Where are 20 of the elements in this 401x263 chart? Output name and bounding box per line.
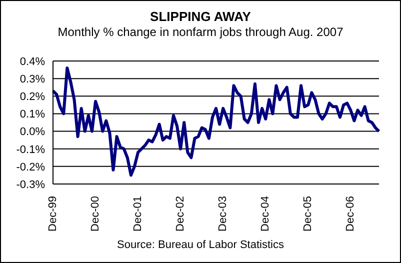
y-tick-label: -0.2% [16, 161, 46, 174]
x-tick-label: Dec-01 [132, 196, 144, 232]
line-series [52, 66, 380, 177]
y-tick-label: -0.3% [16, 178, 46, 191]
x-tick-label: Dec-03 [217, 196, 230, 232]
y-tick-label: 0.1% [20, 108, 46, 121]
y-tick-label: -0.1% [16, 144, 46, 156]
x-tick-label: Dec-02 [174, 196, 187, 232]
x-tick-label: Dec-99 [47, 196, 59, 232]
y-tick-label: 0.4% [20, 56, 46, 68]
x-tick-label: Dec-00 [90, 196, 102, 232]
chart-subtitle: Monthly % change in nonfarm jobs through Aug. 2007 [56, 25, 344, 39]
x-tick-label: Dec-05 [302, 196, 314, 232]
y-tick-label: 0.0% [20, 126, 46, 138]
chart-title: SLIPPING AWAY [149, 9, 252, 24]
y-tick-label: 0.2% [20, 91, 46, 104]
source-note: Source: Bureau of Labor Statistics [116, 239, 285, 251]
x-tick-label: Dec-04 [260, 196, 272, 232]
y-tick-label: 0.3% [20, 73, 46, 86]
x-tick-label: Dec-06 [344, 196, 357, 232]
